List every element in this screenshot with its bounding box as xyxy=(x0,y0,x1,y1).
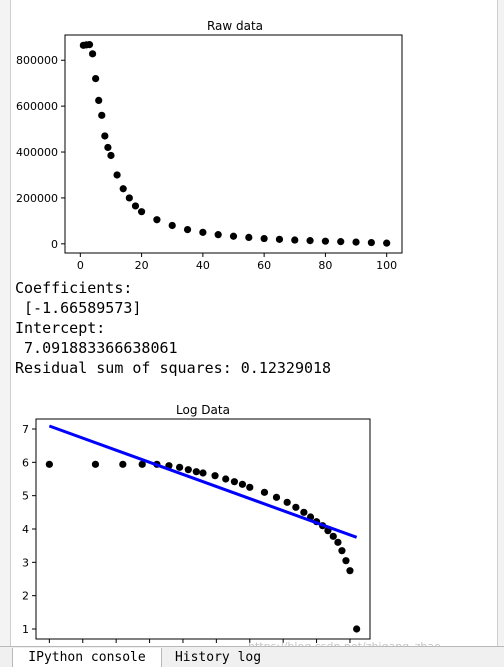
raw-data-point xyxy=(260,234,268,243)
raw-data-point xyxy=(107,151,115,160)
log-data-point xyxy=(91,460,100,468)
raw-x-tick-label: 0 xyxy=(77,259,84,272)
console-line: 7.091883366638061 xyxy=(15,339,178,357)
console-line: [-1.66589573] xyxy=(15,299,142,317)
raw-data-point xyxy=(101,132,109,140)
raw-x-tick-label: 100 xyxy=(376,259,397,272)
log-data-point xyxy=(342,557,350,565)
raw-x-tick-label: 20 xyxy=(135,259,149,272)
raw-data-point xyxy=(367,238,375,247)
log-data-point xyxy=(292,503,300,511)
log-data-point xyxy=(138,460,146,468)
raw-data-point xyxy=(113,171,121,179)
log-chart-axes: 1 2 3 4 5 6 7 xyxy=(22,423,351,643)
raw-data-point xyxy=(131,202,140,210)
raw-data-point xyxy=(199,228,207,236)
console-output: Coefficients: [-1.66589573] Intercept: 7… xyxy=(15,278,331,378)
raw-data-chart: Raw data 0 20 40 60 80 100 0 200000 400000 600000… xyxy=(16,19,403,272)
raw-chart-title: Raw data xyxy=(207,19,263,33)
left-window-border xyxy=(0,0,11,646)
raw-data-point xyxy=(92,75,100,83)
raw-data-point xyxy=(85,41,94,49)
raw-x-tick-label: 60 xyxy=(257,259,271,272)
console-tab-bar: IPython console History log xyxy=(0,646,504,667)
raw-data-point xyxy=(153,216,161,224)
log-data-point xyxy=(230,478,238,486)
right-scrollbar[interactable] xyxy=(497,0,504,646)
log-data-point xyxy=(211,472,219,480)
log-y-tick-label: 3 xyxy=(22,556,29,569)
raw-y-tick-label: 400000 xyxy=(16,146,58,159)
log-data-point xyxy=(184,466,192,474)
raw-data-point xyxy=(245,233,253,241)
raw-y-tick-label: 200000 xyxy=(16,192,58,205)
raw-data-point xyxy=(168,221,176,230)
log-data-point xyxy=(45,460,53,468)
log-data-point xyxy=(192,468,200,476)
raw-data-point xyxy=(137,208,146,216)
raw-y-tick-label: 800000 xyxy=(16,54,58,67)
raw-data-point xyxy=(95,96,103,104)
raw-data-point xyxy=(321,237,330,245)
log-data-point xyxy=(238,480,247,488)
log-data-point xyxy=(283,498,291,506)
log-data-point xyxy=(346,567,354,575)
tab-ipython-console[interactable]: IPython console xyxy=(12,648,162,667)
log-y-tick-label: 7 xyxy=(22,423,29,436)
raw-data-point xyxy=(183,225,192,234)
raw-x-tick-label: 80 xyxy=(318,259,332,272)
raw-chart-frame xyxy=(64,34,403,254)
log-data-point xyxy=(329,532,337,540)
log-y-tick-label: 2 xyxy=(22,590,29,603)
log-data-point xyxy=(272,493,281,501)
raw-data-point xyxy=(383,239,391,247)
console-line: Intercept: xyxy=(15,319,106,337)
raw-y-tick-label: 600000 xyxy=(16,100,58,113)
log-y-tick-label: 6 xyxy=(22,456,29,469)
log-data-chart: Log Data 1 2 3 4 5 6 7 xyxy=(22,403,371,643)
log-data-point xyxy=(246,483,254,491)
log-data-point xyxy=(334,538,342,546)
log-fit-line xyxy=(48,424,358,539)
raw-data-point xyxy=(229,232,238,240)
console-line: Residual sum of squares: 0.12329018 xyxy=(15,359,332,377)
raw-y-tick-label: 0 xyxy=(51,238,58,251)
log-data-point xyxy=(176,463,184,471)
raw-data-point xyxy=(88,50,97,58)
log-chart-points xyxy=(45,424,361,633)
raw-data-point xyxy=(275,235,284,243)
log-y-tick-label: 4 xyxy=(22,523,29,536)
log-data-point xyxy=(260,488,269,496)
raw-data-point xyxy=(98,111,106,119)
log-data-point xyxy=(222,475,230,483)
log-data-point xyxy=(119,460,127,468)
raw-data-point xyxy=(119,185,127,193)
raw-x-tick-label: 40 xyxy=(196,259,210,272)
raw-data-point xyxy=(104,143,112,152)
raw-data-point xyxy=(306,237,314,245)
log-data-point xyxy=(199,469,207,477)
log-data-point xyxy=(353,625,361,633)
log-y-tick-label: 5 xyxy=(22,490,29,503)
raw-data-point xyxy=(125,194,133,202)
console-line: Coefficients: xyxy=(15,279,133,297)
raw-chart-axes: 0 20 40 60 80 100 0 200000 400000 600000 800000 xyxy=(16,54,397,272)
raw-data-point xyxy=(291,236,299,244)
raw-data-point xyxy=(214,231,222,239)
log-data-point xyxy=(300,508,308,516)
log-chart-frame xyxy=(35,418,371,640)
raw-chart-points xyxy=(79,41,391,247)
raw-data-point xyxy=(337,238,345,246)
raw-data-point xyxy=(352,238,360,246)
log-chart-title: Log Data xyxy=(176,403,230,417)
log-data-point xyxy=(338,547,346,555)
tab-history-log[interactable]: History log xyxy=(174,650,262,665)
log-y-tick-label: 1 xyxy=(22,623,29,636)
